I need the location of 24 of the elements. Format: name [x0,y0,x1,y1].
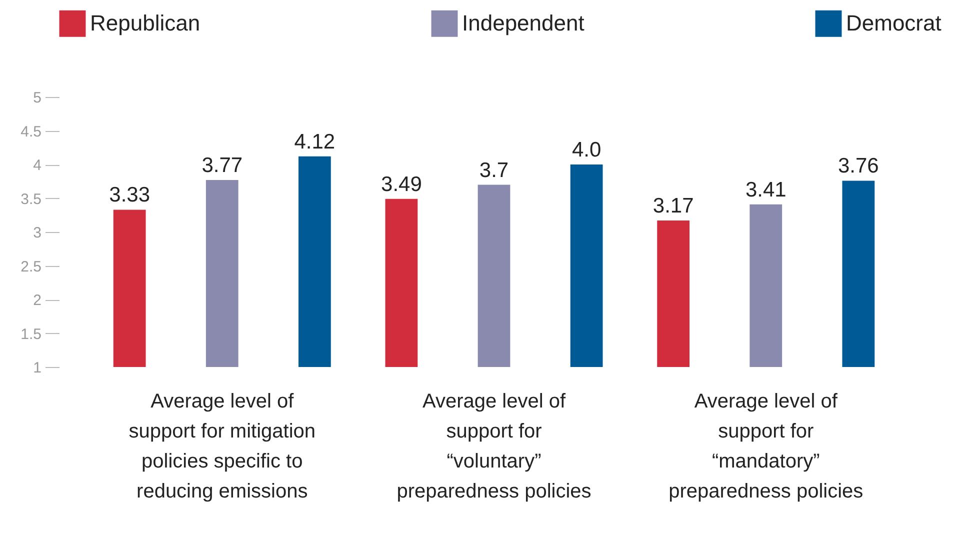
y-tick-label: 1.5 [20,326,42,343]
data-label: 4.0 [572,138,602,162]
data-label: 4.12 [294,130,336,154]
data-label: 3.17 [652,194,694,218]
y-tick-label: 3 [33,224,42,242]
y-tick-label: 1 [33,360,42,376]
data-label: 3.76 [838,154,879,178]
x-tick-label: Average level of support for mitigation policies specific to reducing emissions [128,390,316,502]
data-label: 3.49 [381,172,422,196]
legend-label: Independent [462,10,584,36]
data-label: 3.7 [479,158,509,182]
x-tick-label: Average level of support for “mandatory” preparedness policies [668,390,864,502]
y-tick-label: 5 [33,90,42,106]
data-label: 3.41 [745,178,786,202]
y-tick-label: 2 [33,292,42,309]
data-label: 3.33 [109,184,150,207]
legend-label: Democrat [846,10,942,36]
y-tick-label: 3.5 [20,190,42,208]
x-tick-label: Average level of support for “voluntary” preparedness policies [396,390,592,502]
y-tick-label: 4.5 [20,123,42,140]
legend-label: Republican [90,10,200,36]
data-label: 3.77 [202,154,243,178]
y-tick-label: 4 [33,157,42,174]
y-tick-label: 2.5 [20,258,42,276]
